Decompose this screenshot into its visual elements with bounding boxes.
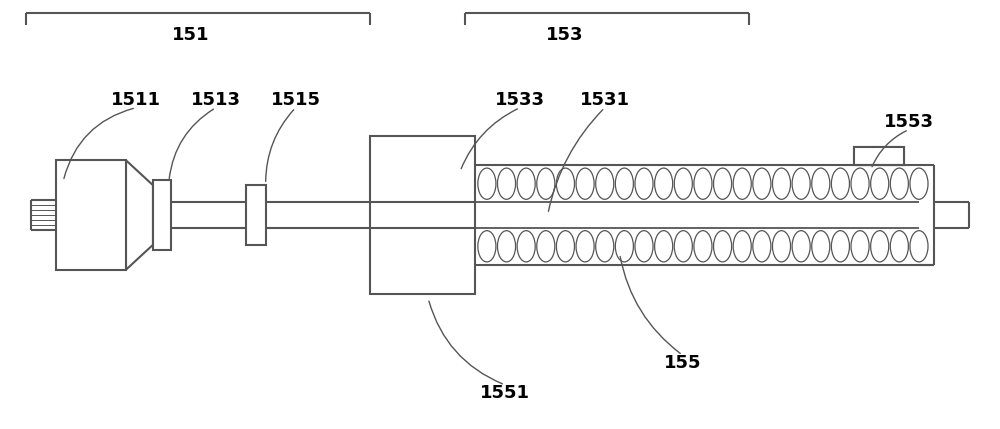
Ellipse shape (851, 231, 869, 262)
Text: 153: 153 (546, 26, 584, 44)
Bar (153, 180, 171, 250)
Ellipse shape (596, 168, 614, 199)
Ellipse shape (556, 168, 574, 199)
Ellipse shape (871, 231, 889, 262)
Ellipse shape (674, 168, 692, 199)
Ellipse shape (753, 168, 771, 199)
Ellipse shape (733, 168, 751, 199)
Ellipse shape (497, 168, 516, 199)
Ellipse shape (635, 168, 653, 199)
Text: 151: 151 (172, 26, 210, 44)
Ellipse shape (615, 168, 633, 199)
Ellipse shape (537, 231, 555, 262)
Ellipse shape (910, 168, 928, 199)
Ellipse shape (831, 231, 849, 262)
Bar (246, 185, 266, 245)
Bar (854, 148, 904, 165)
Ellipse shape (576, 231, 594, 262)
Bar (56, 160, 126, 270)
Ellipse shape (635, 231, 653, 262)
Ellipse shape (714, 231, 732, 262)
Ellipse shape (714, 168, 732, 199)
Text: 1551: 1551 (480, 384, 530, 402)
Ellipse shape (772, 168, 791, 199)
Ellipse shape (831, 168, 849, 199)
Ellipse shape (733, 231, 751, 262)
Ellipse shape (556, 231, 574, 262)
Text: 155: 155 (664, 354, 701, 372)
Ellipse shape (812, 168, 830, 199)
Ellipse shape (478, 231, 496, 262)
Ellipse shape (812, 231, 830, 262)
Ellipse shape (910, 231, 928, 262)
Ellipse shape (478, 168, 496, 199)
Ellipse shape (851, 168, 869, 199)
Text: 1533: 1533 (495, 91, 545, 109)
Ellipse shape (694, 168, 712, 199)
Ellipse shape (655, 231, 673, 262)
Text: 1511: 1511 (111, 91, 161, 109)
Ellipse shape (655, 168, 673, 199)
Ellipse shape (792, 231, 810, 262)
Ellipse shape (890, 168, 908, 199)
Ellipse shape (674, 231, 692, 262)
Ellipse shape (792, 168, 810, 199)
Ellipse shape (890, 231, 908, 262)
Bar (854, 148, 904, 165)
Ellipse shape (517, 168, 535, 199)
Ellipse shape (615, 231, 633, 262)
Ellipse shape (576, 168, 594, 199)
Ellipse shape (772, 231, 791, 262)
Text: 1515: 1515 (271, 91, 321, 109)
Ellipse shape (537, 168, 555, 199)
Ellipse shape (694, 231, 712, 262)
Ellipse shape (517, 231, 535, 262)
Text: 1553: 1553 (884, 112, 934, 130)
Text: 1531: 1531 (580, 91, 630, 109)
Ellipse shape (497, 231, 516, 262)
Text: 1513: 1513 (191, 91, 241, 109)
Ellipse shape (753, 231, 771, 262)
Bar (370, 136, 475, 294)
Polygon shape (126, 160, 153, 270)
Ellipse shape (596, 231, 614, 262)
Ellipse shape (871, 168, 889, 199)
